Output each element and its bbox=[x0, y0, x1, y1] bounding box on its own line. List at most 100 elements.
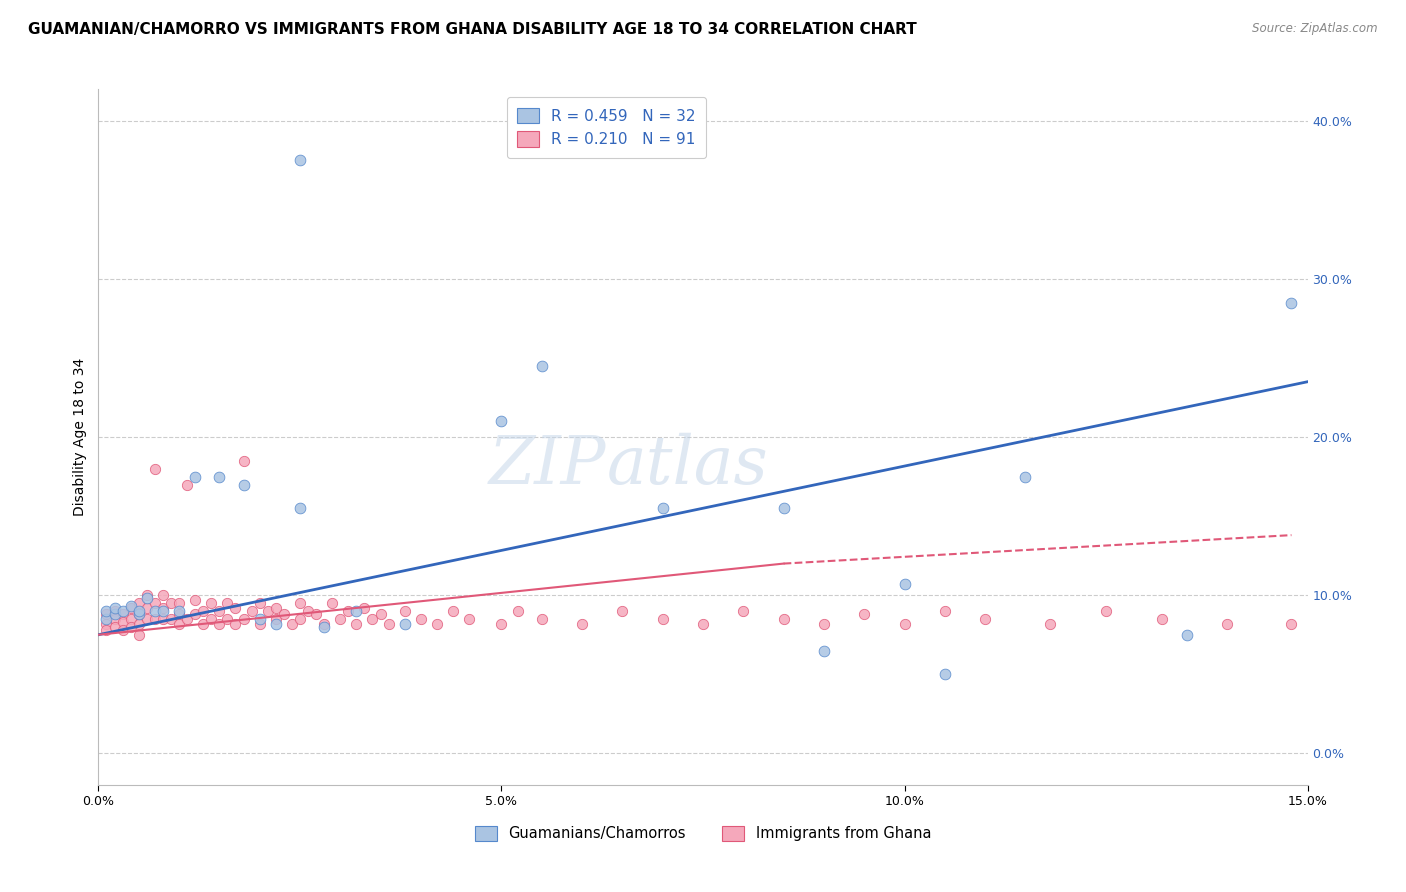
Point bbox=[240, 604, 263, 618]
Point bbox=[249, 616, 271, 631]
Point bbox=[264, 612, 287, 626]
Point bbox=[772, 612, 794, 626]
Point bbox=[103, 620, 125, 634]
Point bbox=[314, 616, 336, 631]
Point bbox=[96, 616, 118, 631]
Y-axis label: Disability Age 18 to 34: Disability Age 18 to 34 bbox=[73, 358, 87, 516]
Point bbox=[120, 612, 142, 626]
Point bbox=[193, 616, 215, 631]
Point bbox=[321, 596, 343, 610]
Point bbox=[167, 596, 190, 610]
Point bbox=[458, 612, 481, 626]
Point bbox=[152, 600, 174, 615]
Point bbox=[208, 604, 231, 618]
Point bbox=[273, 607, 295, 622]
Point bbox=[193, 604, 215, 618]
Point bbox=[224, 600, 246, 615]
Point bbox=[1095, 604, 1118, 618]
Point bbox=[232, 454, 254, 468]
Text: Source: ZipAtlas.com: Source: ZipAtlas.com bbox=[1253, 22, 1378, 36]
Point bbox=[128, 616, 150, 631]
Point bbox=[1014, 469, 1036, 483]
Point bbox=[111, 623, 134, 637]
Point bbox=[135, 612, 157, 626]
Point bbox=[612, 604, 634, 618]
Point bbox=[361, 612, 384, 626]
Point bbox=[394, 616, 416, 631]
Point bbox=[128, 628, 150, 642]
Point bbox=[143, 612, 166, 626]
Point bbox=[441, 604, 464, 618]
Point bbox=[733, 604, 755, 618]
Point bbox=[217, 612, 239, 626]
Point bbox=[264, 600, 287, 615]
Point bbox=[232, 477, 254, 491]
Point bbox=[152, 604, 174, 618]
Point bbox=[135, 600, 157, 615]
Point bbox=[337, 604, 360, 618]
Point bbox=[377, 616, 399, 631]
Point bbox=[167, 607, 190, 622]
Point bbox=[893, 616, 915, 631]
Point bbox=[692, 616, 714, 631]
Point bbox=[651, 501, 673, 516]
Point bbox=[1281, 295, 1303, 310]
Point bbox=[281, 616, 304, 631]
Point bbox=[103, 607, 125, 622]
Point bbox=[1281, 616, 1303, 631]
Point bbox=[409, 612, 432, 626]
Point bbox=[491, 414, 513, 428]
Point bbox=[344, 604, 367, 618]
Point bbox=[571, 616, 593, 631]
Point bbox=[426, 616, 449, 631]
Point bbox=[128, 596, 150, 610]
Point bbox=[143, 461, 166, 475]
Point bbox=[120, 620, 142, 634]
Point bbox=[232, 612, 254, 626]
Point bbox=[893, 577, 915, 591]
Point bbox=[813, 643, 835, 657]
Point bbox=[256, 604, 278, 618]
Point bbox=[143, 604, 166, 618]
Point bbox=[184, 469, 207, 483]
Point bbox=[651, 612, 673, 626]
Point bbox=[974, 612, 997, 626]
Point bbox=[96, 612, 118, 626]
Point bbox=[344, 616, 367, 631]
Point bbox=[249, 612, 271, 626]
Point bbox=[120, 599, 142, 614]
Point bbox=[224, 616, 246, 631]
Point bbox=[135, 591, 157, 606]
Point bbox=[394, 604, 416, 618]
Point bbox=[152, 612, 174, 626]
Point bbox=[111, 615, 134, 629]
Point bbox=[167, 616, 190, 631]
Point bbox=[491, 616, 513, 631]
Point bbox=[200, 596, 222, 610]
Point bbox=[208, 469, 231, 483]
Point bbox=[143, 596, 166, 610]
Point bbox=[128, 604, 150, 618]
Point bbox=[329, 612, 352, 626]
Point bbox=[103, 612, 125, 626]
Point bbox=[167, 604, 190, 618]
Point bbox=[1152, 612, 1174, 626]
Point bbox=[530, 612, 553, 626]
Point bbox=[120, 600, 142, 615]
Point bbox=[530, 359, 553, 373]
Point bbox=[288, 612, 311, 626]
Point bbox=[184, 593, 207, 607]
Point bbox=[96, 607, 118, 622]
Legend: Guamanians/Chamorros, Immigrants from Ghana: Guamanians/Chamorros, Immigrants from Gh… bbox=[468, 820, 938, 847]
Point bbox=[772, 501, 794, 516]
Text: GUAMANIAN/CHAMORRO VS IMMIGRANTS FROM GHANA DISABILITY AGE 18 TO 34 CORRELATION : GUAMANIAN/CHAMORRO VS IMMIGRANTS FROM GH… bbox=[28, 22, 917, 37]
Point bbox=[152, 588, 174, 602]
Point bbox=[1216, 616, 1239, 631]
Point bbox=[128, 607, 150, 622]
Point bbox=[160, 612, 183, 626]
Point bbox=[813, 616, 835, 631]
Text: ZIP: ZIP bbox=[489, 433, 606, 498]
Point bbox=[176, 612, 198, 626]
Point bbox=[853, 607, 876, 622]
Point bbox=[288, 153, 311, 168]
